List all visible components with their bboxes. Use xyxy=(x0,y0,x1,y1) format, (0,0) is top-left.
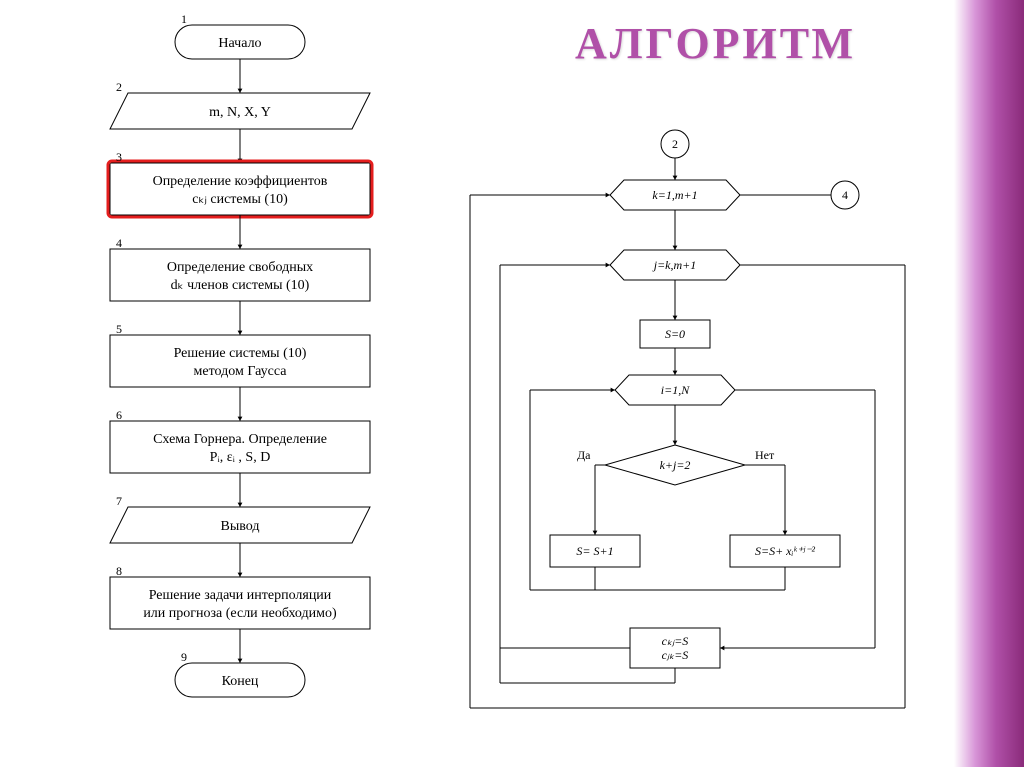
svg-text:cⱼₖ=S: cⱼₖ=S xyxy=(662,648,689,662)
svg-text:6: 6 xyxy=(116,408,122,422)
svg-text:Начало: Начало xyxy=(218,36,261,51)
svg-text:Определение свободных: Определение свободных xyxy=(167,260,313,275)
svg-text:Решение задачи интерполяции: Решение задачи интерполяции xyxy=(149,588,332,603)
svg-text:8: 8 xyxy=(116,564,122,578)
right-flowchart: 2 k=1,m+1 4 j=k,m+1 S=0 i=1,N k+j=2 Да Нет S= S+1… xyxy=(445,120,945,740)
svg-text:4: 4 xyxy=(842,188,848,202)
svg-text:Конец: Конец xyxy=(222,674,259,689)
svg-text:j=k,m+1: j=k,m+1 xyxy=(652,258,697,272)
svg-text:Да: Да xyxy=(577,448,591,462)
page-title: АЛГОРИТМ xyxy=(575,18,856,69)
svg-text:k+j=2: k+j=2 xyxy=(660,458,691,472)
svg-text:S= S+1: S= S+1 xyxy=(576,544,613,558)
svg-text:cₖⱼ системы (10): cₖⱼ системы (10) xyxy=(192,192,288,207)
svg-text:Решение системы (10): Решение системы (10) xyxy=(174,346,307,361)
svg-text:S=0: S=0 xyxy=(665,327,685,341)
svg-text:Определение коэффициентов: Определение коэффициентов xyxy=(153,174,328,189)
svg-text:5: 5 xyxy=(116,322,122,336)
svg-text:k=1,m+1: k=1,m+1 xyxy=(652,188,697,202)
svg-text:Вывод: Вывод xyxy=(221,519,260,534)
svg-text:1: 1 xyxy=(181,15,187,26)
svg-text:m, N, X, Y: m, N, X, Y xyxy=(209,105,271,120)
svg-text:2: 2 xyxy=(672,137,678,151)
svg-text:методом Гаусса: методом Гаусса xyxy=(194,364,288,379)
svg-text:S=S+ xᵢᵏ⁺ʲ⁻²: S=S+ xᵢᵏ⁺ʲ⁻² xyxy=(755,544,815,558)
svg-text:или прогноза (если необходимо): или прогноза (если необходимо) xyxy=(143,606,337,621)
svg-text:2: 2 xyxy=(116,80,122,94)
svg-text:cₖⱼ=S: cₖⱼ=S xyxy=(662,634,689,648)
svg-text:dₖ членов системы (10): dₖ членов системы (10) xyxy=(171,278,310,293)
svg-text:Нет: Нет xyxy=(755,448,775,462)
svg-text:Pᵢ, εᵢ , S, D: Pᵢ, εᵢ , S, D xyxy=(210,450,271,465)
svg-text:Схема Горнера. Определение: Схема Горнера. Определение xyxy=(153,432,327,447)
svg-text:i=1,N: i=1,N xyxy=(661,383,690,397)
left-flowchart: 1 Начало 2 m, N, X, Y 3 Определение коэффицие… xyxy=(80,15,400,755)
gradient-sidebar xyxy=(954,0,1024,767)
svg-text:7: 7 xyxy=(116,494,122,508)
svg-text:4: 4 xyxy=(116,236,122,250)
svg-text:9: 9 xyxy=(181,650,187,664)
svg-text:3: 3 xyxy=(116,150,122,164)
